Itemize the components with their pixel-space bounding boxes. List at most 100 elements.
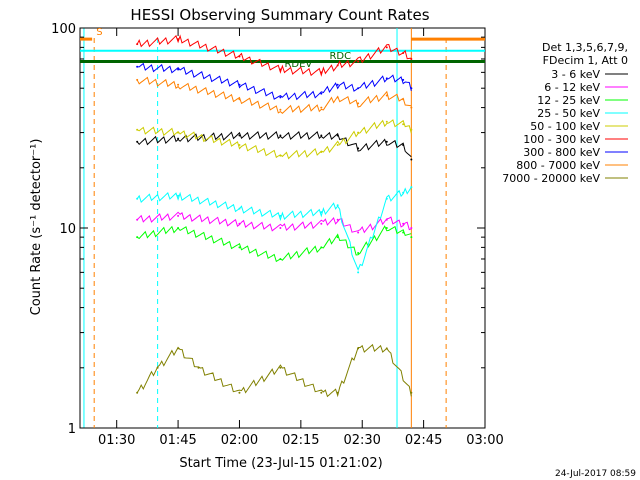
- data-point: [177, 131, 180, 134]
- plot-area: S RDEV RDC 01:30 01:45 02:00 02:15 02:30 02:45 03…: [51, 22, 504, 448]
- data-point: [279, 134, 282, 137]
- data-point: [136, 391, 139, 394]
- data-point: [410, 227, 413, 229]
- data-point: [156, 366, 159, 369]
- annotation-rdev: RDEV: [284, 59, 312, 70]
- series-3_6keV: [136, 131, 413, 161]
- series-line: [136, 76, 412, 114]
- data-point: [136, 43, 139, 46]
- data-point: [320, 222, 323, 225]
- data-point: [385, 46, 388, 49]
- annotation-rdc: RDC: [329, 51, 351, 62]
- data-point: [177, 214, 180, 217]
- y-axis-label: Count Rate (s⁻¹ detector⁻¹): [29, 139, 44, 316]
- data-point: [385, 120, 388, 123]
- data-point: [410, 128, 413, 131]
- data-point: [320, 211, 323, 214]
- series-line: [136, 186, 412, 272]
- data-point: [238, 246, 241, 249]
- series-12_25keV: [136, 225, 413, 263]
- data-point: [320, 106, 323, 109]
- data-point: [357, 60, 360, 63]
- data-point: [357, 251, 360, 254]
- data-point: [385, 77, 388, 80]
- data-point: [385, 140, 388, 143]
- series-line: [136, 131, 412, 158]
- series-line: [136, 343, 412, 398]
- data-point: [357, 131, 360, 134]
- data-point: [336, 391, 339, 394]
- data-point: [336, 144, 339, 147]
- data-point: [385, 218, 388, 221]
- x-tick-label: 01:30: [98, 433, 135, 448]
- data-point: [385, 94, 388, 97]
- data-point: [279, 366, 282, 369]
- series-300_800keV: [136, 62, 413, 101]
- data-point: [402, 51, 405, 54]
- data-point: [136, 128, 139, 131]
- annotation-s: S: [96, 27, 102, 38]
- data-point: [177, 38, 180, 41]
- data-point: [357, 347, 360, 350]
- data-point: [320, 134, 323, 137]
- data-point: [402, 78, 405, 81]
- data-point: [279, 68, 282, 71]
- legend-header-line-1: Det 1,3,5,6,7,9,: [542, 41, 628, 54]
- data-point: [402, 144, 405, 147]
- data-point: [279, 257, 282, 260]
- legend-label: 25 - 50 keV: [537, 107, 600, 120]
- legend-label: 3 - 6 keV: [551, 68, 600, 81]
- data-point: [357, 102, 360, 105]
- y-tick-label: 10: [59, 222, 76, 237]
- series-6_12keV: [136, 211, 413, 234]
- series-line: [136, 34, 412, 77]
- data-point: [238, 222, 241, 225]
- data-point: [238, 55, 241, 58]
- data-point: [336, 64, 339, 67]
- chart-title: HESSI Observing Summary Count Rates: [130, 6, 429, 24]
- legend: Det 1,3,5,6,7,9, FDecim 1, Att 0 3 - 6 k…: [502, 41, 628, 185]
- data-point: [136, 218, 139, 221]
- data-point: [402, 98, 405, 101]
- data-point: [320, 92, 323, 95]
- data-point: [320, 246, 323, 249]
- data-point: [410, 236, 413, 239]
- data-point: [336, 134, 339, 137]
- data-point: [136, 140, 139, 143]
- data-point: [357, 87, 360, 90]
- data-point: [336, 236, 339, 239]
- data-point: [410, 158, 413, 161]
- legend-label: 300 - 800 keV: [523, 146, 600, 159]
- data-point: [197, 366, 200, 369]
- data-point: [279, 108, 282, 111]
- x-tick-label: 01:45: [159, 433, 196, 448]
- series-line: [136, 225, 412, 263]
- data-point: [136, 236, 139, 239]
- data-point: [336, 83, 339, 86]
- data-point: [385, 347, 388, 350]
- data-point: [402, 231, 405, 234]
- x-tick-label: 02:15: [282, 433, 319, 448]
- data-point: [177, 227, 180, 229]
- y-tick-label: 1: [68, 422, 76, 437]
- data-point: [279, 154, 282, 157]
- data-point: [279, 96, 282, 99]
- data-point: [410, 57, 413, 60]
- data-point: [336, 204, 339, 207]
- x-axis-label: Start Time (23-Jul-15 01:21:02): [179, 456, 382, 471]
- data-point: [402, 123, 405, 126]
- data-point: [177, 194, 180, 197]
- series-line: [136, 211, 412, 234]
- data-point: [177, 347, 180, 350]
- series-line: [137, 62, 412, 101]
- data-point: [357, 147, 360, 150]
- data-point: [177, 137, 180, 140]
- legend-label: 50 - 100 keV: [530, 120, 600, 133]
- data-point: [410, 186, 413, 189]
- x-tick-label: 02:45: [405, 433, 442, 448]
- data-point: [357, 231, 360, 234]
- data-point: [279, 214, 282, 217]
- series-100_300keV: [136, 34, 413, 77]
